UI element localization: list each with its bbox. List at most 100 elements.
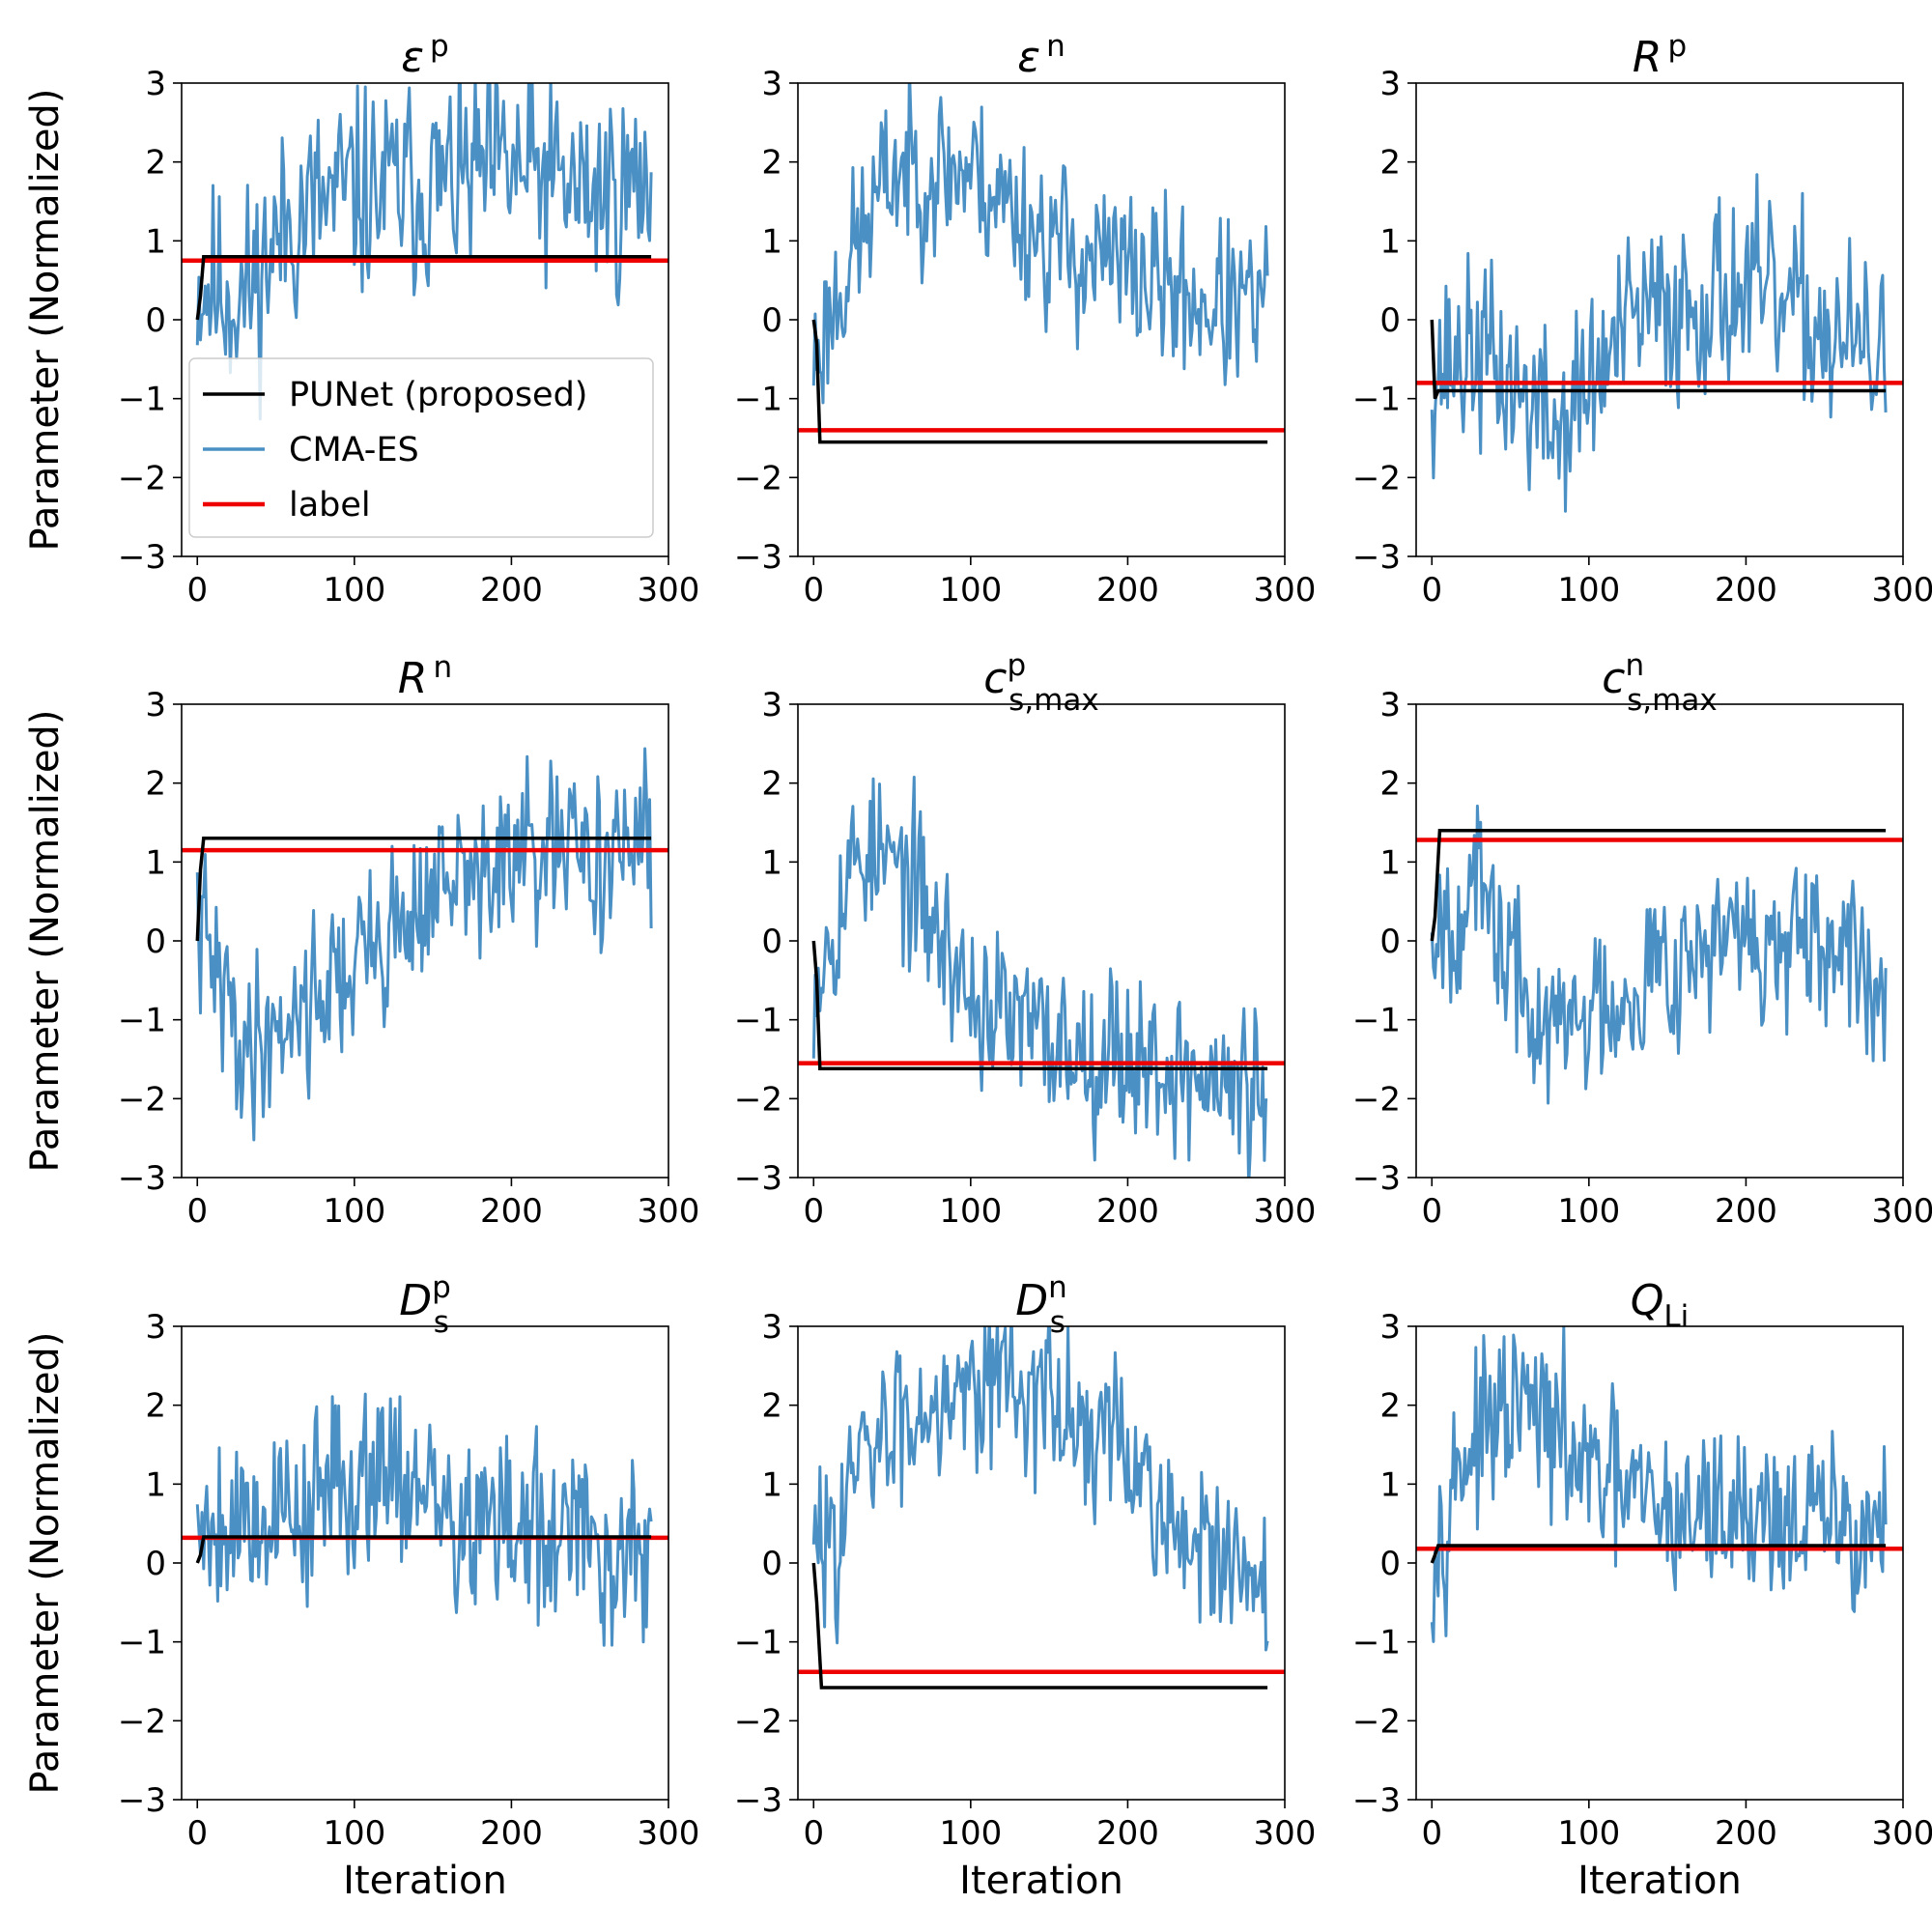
plot-area xyxy=(798,83,1285,444)
x-tick-label: 300 xyxy=(1872,571,1932,610)
y-tick-label: 1 xyxy=(1379,1465,1401,1504)
y-tick-label: −1 xyxy=(118,1002,166,1040)
y-tick-label: 2 xyxy=(145,144,166,183)
cmaes-line xyxy=(1430,804,1888,1105)
y-tick-label: −1 xyxy=(734,1002,782,1040)
axes-frame xyxy=(797,82,1286,557)
x-tick-label: 300 xyxy=(1254,571,1317,610)
y-tick-label: 1 xyxy=(1379,843,1401,882)
x-axis-label: Iteration xyxy=(959,1859,1123,1903)
x-tick-label: 300 xyxy=(1872,1192,1932,1231)
plot-area xyxy=(182,83,668,421)
y-tick-label: 0 xyxy=(761,1545,782,1583)
punet-line xyxy=(811,1562,1268,1690)
y-tick-label: 2 xyxy=(145,1387,166,1426)
y-tick-label: −3 xyxy=(734,1781,782,1820)
x-tick-label: 200 xyxy=(1096,1814,1159,1853)
y-tick-label: 3 xyxy=(1379,65,1401,103)
plot-area xyxy=(1416,173,1903,513)
x-tick-label: 200 xyxy=(1715,571,1777,610)
subplot-2: 3 2 1 0 −1 −2 −3 0 100 200 300 ε n xyxy=(734,29,1317,610)
y-tick-label: −3 xyxy=(734,1159,782,1198)
y-tick-label: 2 xyxy=(761,144,782,183)
x-tick-label: 100 xyxy=(323,1814,385,1853)
subplot-title: cp s,max xyxy=(983,648,1098,718)
x-tick-label: 100 xyxy=(1557,1192,1620,1231)
cmaes-line xyxy=(1430,1326,1888,1643)
y-tick-label: 0 xyxy=(761,923,782,961)
y-tick-label: 3 xyxy=(761,686,782,724)
legend-label: label xyxy=(289,486,371,525)
punet-line xyxy=(1430,828,1887,942)
x-tick-label: 0 xyxy=(186,571,208,610)
y-tick-label: 3 xyxy=(145,65,166,103)
x-tick-label: 100 xyxy=(323,571,385,610)
x-tick-label: 0 xyxy=(1421,1192,1442,1231)
y-tick-label: 3 xyxy=(1379,1308,1401,1347)
x-tick-label: 0 xyxy=(803,1192,824,1231)
y-tick-label: −2 xyxy=(734,1080,782,1119)
legend-box xyxy=(188,357,654,538)
y-tick-label: −3 xyxy=(118,1159,166,1198)
x-tick-label: 0 xyxy=(1421,571,1442,610)
y-tick-label: 0 xyxy=(145,923,166,961)
y-tick-label: −1 xyxy=(1352,1002,1401,1040)
y-tick-label: −1 xyxy=(734,381,782,419)
axes-frame xyxy=(181,1325,669,1801)
y-tick-label: 0 xyxy=(145,301,166,340)
y-tick-label: −2 xyxy=(734,1702,782,1741)
x-tick-label: 200 xyxy=(1096,1192,1159,1231)
x-tick-label: 200 xyxy=(1715,1814,1777,1853)
y-tick-label: −1 xyxy=(118,381,166,419)
y-tick-label: 2 xyxy=(761,765,782,804)
y-tick-label: −2 xyxy=(118,459,166,497)
plot-area xyxy=(1416,1326,1903,1643)
y-tick-label: 1 xyxy=(761,843,782,882)
subplot-5: 3 2 1 0 −1 −2 −3 0 100 200 300 cp s,max xyxy=(734,648,1317,1231)
plot-area xyxy=(182,747,668,1142)
y-tick-label: 0 xyxy=(1379,1545,1401,1583)
subplot-9: 3 2 1 0 −1 −2 −3 0 100 200 300 QLi Iteration xyxy=(1352,1276,1932,1903)
y-tick-label: −3 xyxy=(118,538,166,577)
y-tick-label: −2 xyxy=(734,459,782,497)
cmaes-line xyxy=(811,776,1268,1178)
y-tick-label: −1 xyxy=(118,1624,166,1662)
x-tick-label: 200 xyxy=(480,1192,543,1231)
cmaes-line xyxy=(195,747,653,1142)
punet-line xyxy=(811,940,1268,1071)
subplot-title: Dp s xyxy=(399,1270,451,1340)
y-tick-label: 0 xyxy=(761,301,782,340)
y-tick-label: −3 xyxy=(1352,538,1401,577)
y-tick-label: 3 xyxy=(761,1308,782,1347)
punet-line xyxy=(811,319,1268,444)
x-tick-label: 0 xyxy=(186,1192,208,1231)
y-tick-label: −3 xyxy=(118,1781,166,1820)
subplot-4: 3 2 1 0 −1 −2 −3 0 100 200 300 R n Parameter (Normali… xyxy=(23,650,699,1231)
subplot-3: 3 2 1 0 −1 −2 −3 0 100 200 300 R p xyxy=(1352,29,1932,610)
y-tick-label: 2 xyxy=(1379,1387,1401,1426)
y-tick-label: 3 xyxy=(1379,686,1401,724)
subplot-title: QLi xyxy=(1631,1276,1690,1334)
y-tick-label: 1 xyxy=(761,1465,782,1504)
y-tick-label: −1 xyxy=(1352,1624,1401,1662)
x-tick-label: 300 xyxy=(1872,1814,1932,1853)
subplot-1: 3 2 1 0 −1 −2 −3 0 100 200 300 ε p Parameter (Normali… xyxy=(23,29,699,610)
y-tick-label: −2 xyxy=(1352,1702,1401,1741)
subplot-8: 3 2 1 0 −1 −2 −3 0 100 200 300 Dn s Iteration xyxy=(734,1270,1317,1903)
plot-area xyxy=(1416,804,1903,1105)
x-tick-label: 100 xyxy=(939,571,1002,610)
y-tick-label: 0 xyxy=(1379,923,1401,961)
y-tick-label: −2 xyxy=(118,1702,166,1741)
y-tick-label: 2 xyxy=(1379,765,1401,804)
y-tick-label: 1 xyxy=(145,1465,166,1504)
cmaes-line xyxy=(811,1326,1269,1652)
x-axis-label: Iteration xyxy=(343,1859,507,1903)
axes-frame xyxy=(797,703,1286,1179)
y-tick-label: −3 xyxy=(1352,1159,1401,1198)
x-tick-label: 200 xyxy=(1096,571,1159,610)
x-tick-label: 0 xyxy=(1421,1814,1442,1853)
x-tick-label: 100 xyxy=(939,1814,1002,1853)
y-tick-label: 0 xyxy=(1379,301,1401,340)
